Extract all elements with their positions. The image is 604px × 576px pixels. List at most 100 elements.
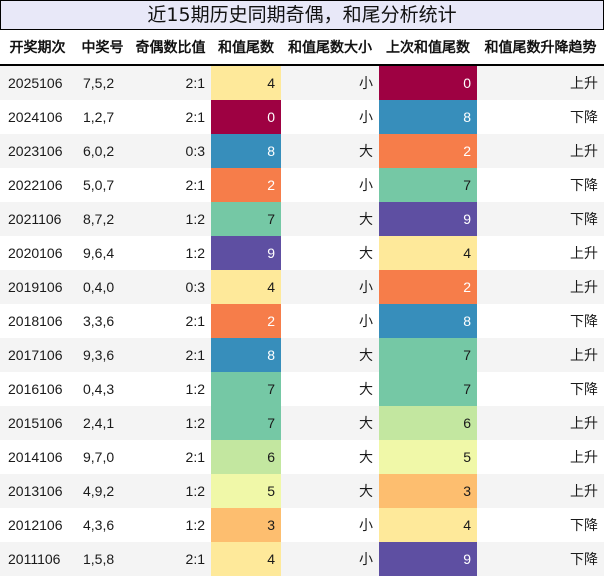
numbers-cell: 9,6,4: [75, 236, 130, 270]
trend-cell: 上升: [477, 134, 604, 168]
numbers-cell: 7,5,2: [75, 65, 130, 100]
odd-even-cell: 1:2: [130, 236, 211, 270]
period-cell: 2017106: [0, 338, 75, 372]
numbers-cell: 8,7,2: [75, 202, 130, 236]
odd-even-cell: 2:1: [130, 304, 211, 338]
numbers-cell: 4,3,6: [75, 508, 130, 542]
period-cell: 2019106: [0, 270, 75, 304]
period-cell: 2018106: [0, 304, 75, 338]
prev-tail-cell: 4: [379, 236, 477, 270]
table-row: 2016106 0,4,3 1:2 7 大 7 下降: [0, 372, 604, 406]
col-header-period: 开奖期次: [0, 30, 75, 66]
tail-cell: 7: [211, 202, 281, 236]
prev-tail-cell: 9: [379, 542, 477, 576]
odd-even-cell: 1:2: [130, 406, 211, 440]
col-header-prev-tail: 上次和值尾数: [379, 30, 477, 66]
trend-cell: 上升: [477, 270, 604, 304]
col-header-numbers: 中奖号: [75, 30, 130, 66]
trend-cell: 上升: [477, 440, 604, 474]
prev-tail-cell: 4: [379, 508, 477, 542]
prev-tail-cell: 3: [379, 474, 477, 508]
tail-cell: 2: [211, 304, 281, 338]
prev-tail-cell: 0: [379, 65, 477, 100]
odd-even-cell: 1:2: [130, 474, 211, 508]
numbers-cell: 5,0,7: [75, 168, 130, 202]
tail-size-cell: 大: [281, 236, 379, 270]
tail-size-cell: 大: [281, 372, 379, 406]
tail-cell: 6: [211, 440, 281, 474]
numbers-cell: 3,3,6: [75, 304, 130, 338]
numbers-cell: 0,4,0: [75, 270, 130, 304]
table-row: 2023106 6,0,2 0:3 8 大 2 上升: [0, 134, 604, 168]
trend-cell: 上升: [477, 474, 604, 508]
numbers-cell: 2,4,1: [75, 406, 130, 440]
table-row: 2013106 4,9,2 1:2 5 大 3 上升: [0, 474, 604, 508]
numbers-cell: 4,9,2: [75, 474, 130, 508]
odd-even-cell: 2:1: [130, 338, 211, 372]
odd-even-cell: 1:2: [130, 202, 211, 236]
col-header-odd-even: 奇偶数比值: [130, 30, 211, 66]
tail-size-cell: 小: [281, 304, 379, 338]
numbers-cell: 1,2,7: [75, 100, 130, 134]
period-cell: 2024106: [0, 100, 75, 134]
tail-cell: 7: [211, 406, 281, 440]
trend-cell: 上升: [477, 65, 604, 100]
trend-cell: 下降: [477, 100, 604, 134]
odd-even-cell: 2:1: [130, 542, 211, 576]
prev-tail-cell: 9: [379, 202, 477, 236]
tail-size-cell: 大: [281, 474, 379, 508]
trend-cell: 上升: [477, 236, 604, 270]
odd-even-cell: 0:3: [130, 270, 211, 304]
tail-size-cell: 大: [281, 440, 379, 474]
trend-cell: 下降: [477, 372, 604, 406]
stats-table: 开奖期次 中奖号 奇偶数比值 和值尾数 和值尾数大小 上次和值尾数 和值尾数升降…: [0, 30, 604, 576]
prev-tail-cell: 5: [379, 440, 477, 474]
numbers-cell: 9,3,6: [75, 338, 130, 372]
tail-size-cell: 小: [281, 168, 379, 202]
prev-tail-cell: 7: [379, 338, 477, 372]
col-header-tail-size: 和值尾数大小: [281, 30, 379, 66]
period-cell: 2020106: [0, 236, 75, 270]
tail-cell: 4: [211, 270, 281, 304]
odd-even-cell: 0:3: [130, 134, 211, 168]
table-row: 2015106 2,4,1 1:2 7 大 6 上升: [0, 406, 604, 440]
numbers-cell: 1,5,8: [75, 542, 130, 576]
trend-cell: 上升: [477, 406, 604, 440]
period-cell: 2021106: [0, 202, 75, 236]
prev-tail-cell: 8: [379, 100, 477, 134]
table-body: 2025106 7,5,2 2:1 4 小 0 上升 2024106 1,2,7 2:1 0 小 8 下降…: [0, 65, 604, 576]
period-cell: 2011106: [0, 542, 75, 576]
tail-size-cell: 小: [281, 100, 379, 134]
col-header-trend: 和值尾数升降趋势: [477, 30, 604, 66]
numbers-cell: 9,7,0: [75, 440, 130, 474]
prev-tail-cell: 7: [379, 168, 477, 202]
tail-cell: 0: [211, 100, 281, 134]
tail-size-cell: 小: [281, 508, 379, 542]
odd-even-cell: 1:2: [130, 508, 211, 542]
period-cell: 2015106: [0, 406, 75, 440]
tail-cell: 8: [211, 134, 281, 168]
tail-cell: 3: [211, 508, 281, 542]
tail-size-cell: 大: [281, 202, 379, 236]
odd-even-cell: 2:1: [130, 65, 211, 100]
prev-tail-cell: 2: [379, 270, 477, 304]
tail-size-cell: 大: [281, 134, 379, 168]
table-row: 2019106 0,4,0 0:3 4 小 2 上升: [0, 270, 604, 304]
numbers-cell: 0,4,3: [75, 372, 130, 406]
trend-cell: 下降: [477, 304, 604, 338]
tail-cell: 7: [211, 372, 281, 406]
table-row: 2014106 9,7,0 2:1 6 大 5 上升: [0, 440, 604, 474]
tail-cell: 8: [211, 338, 281, 372]
prev-tail-cell: 7: [379, 372, 477, 406]
tail-size-cell: 大: [281, 406, 379, 440]
prev-tail-cell: 6: [379, 406, 477, 440]
trend-cell: 下降: [477, 542, 604, 576]
odd-even-cell: 2:1: [130, 168, 211, 202]
trend-cell: 下降: [477, 202, 604, 236]
table-title: 近15期历史同期奇偶，和尾分析统计: [0, 0, 604, 30]
table-row: 2012106 4,3,6 1:2 3 小 4 下降: [0, 508, 604, 542]
odd-even-cell: 1:2: [130, 372, 211, 406]
period-cell: 2025106: [0, 65, 75, 100]
tail-size-cell: 小: [281, 65, 379, 100]
table-row: 2024106 1,2,7 2:1 0 小 8 下降: [0, 100, 604, 134]
